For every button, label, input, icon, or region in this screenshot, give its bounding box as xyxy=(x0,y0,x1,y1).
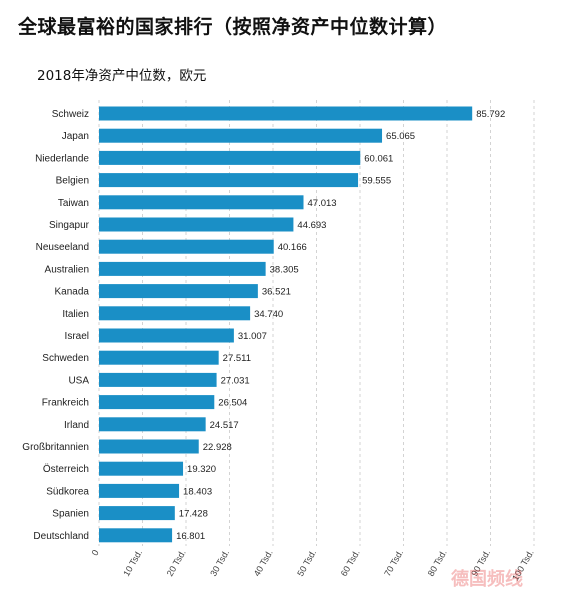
bar xyxy=(99,306,251,321)
category-label: Japan xyxy=(62,131,89,142)
category-label: Italien xyxy=(62,309,89,320)
category-label: Israel xyxy=(65,331,89,342)
value-label: 18.403 xyxy=(183,486,212,497)
value-label: 19.320 xyxy=(187,464,216,475)
value-label: 65.065 xyxy=(386,131,415,142)
x-tick-label: 10 Tsd. xyxy=(121,548,144,578)
value-label: 16.801 xyxy=(176,531,205,542)
category-label: Singapur xyxy=(49,220,90,231)
bar xyxy=(99,261,266,276)
bar xyxy=(99,173,359,188)
value-label: 24.517 xyxy=(210,420,239,431)
x-tick-label: 70 Tsd. xyxy=(382,548,405,578)
value-label: 85.792 xyxy=(476,109,505,120)
bar xyxy=(99,106,473,121)
value-label: 38.305 xyxy=(270,264,299,275)
bar xyxy=(99,417,206,432)
bar xyxy=(99,328,234,343)
bar xyxy=(99,372,217,387)
category-label: Schweiz xyxy=(52,109,89,120)
category-label: Spanien xyxy=(52,509,89,520)
category-label: Deutschland xyxy=(33,531,89,542)
category-label: Niederlande xyxy=(35,153,89,164)
bar xyxy=(99,395,215,410)
bar-layer: Schweiz 85.792 Japan 65.065 Niederlande 60.06… xyxy=(22,106,505,543)
bar xyxy=(99,195,304,210)
bar xyxy=(99,128,383,143)
value-label: 59.555 xyxy=(362,176,391,187)
category-label: Irland xyxy=(64,420,89,431)
chart-title: 全球最富裕的国家排行（按照净资产中位数计算） xyxy=(18,16,448,38)
chart-subtitle: 2018年净资产中位数，欧元 xyxy=(37,68,207,84)
value-label: 22.928 xyxy=(203,442,232,453)
value-label: 36.521 xyxy=(262,287,291,298)
category-label: USA xyxy=(68,375,89,386)
x-tick-label: 50 Tsd. xyxy=(295,548,318,578)
value-label: 31.007 xyxy=(238,331,267,342)
grid-layer xyxy=(98,100,535,546)
x-tick-label: 60 Tsd. xyxy=(339,548,362,578)
x-tick-label: 40 Tsd. xyxy=(252,548,275,578)
bar xyxy=(99,528,173,543)
value-label: 27.031 xyxy=(221,375,250,386)
value-label: 47.013 xyxy=(308,198,337,209)
bar xyxy=(99,439,199,454)
x-tick-label: 80 Tsd. xyxy=(426,548,449,578)
category-label: Australien xyxy=(45,264,89,275)
bar xyxy=(99,461,184,476)
category-label: Südkorea xyxy=(46,486,89,497)
bar xyxy=(99,350,219,365)
value-label: 60.061 xyxy=(364,153,393,164)
bar xyxy=(99,150,361,165)
category-label: Kanada xyxy=(55,287,90,298)
x-tick-label: 0 xyxy=(90,548,101,557)
value-label: 34.740 xyxy=(254,309,283,320)
bar xyxy=(99,483,180,498)
value-label: 17.428 xyxy=(179,509,208,520)
x-tick-label: 30 Tsd. xyxy=(208,548,231,578)
x-tick-label: 20 Tsd. xyxy=(165,548,188,578)
category-label: Österreich xyxy=(43,463,89,475)
value-label: 44.693 xyxy=(297,220,326,231)
category-label: Neuseeland xyxy=(36,242,89,253)
bar xyxy=(99,284,258,299)
bar xyxy=(99,239,274,254)
value-label: 40.166 xyxy=(278,242,307,253)
bar xyxy=(99,217,294,232)
watermark-logo: 德国频线 xyxy=(451,569,523,590)
bar xyxy=(99,506,175,521)
category-label: Großbritannien xyxy=(22,442,89,453)
category-label: Schweden xyxy=(42,353,89,364)
category-label: Taiwan xyxy=(58,198,89,209)
value-label: 27.511 xyxy=(223,353,251,364)
value-label: 26.504 xyxy=(218,398,247,409)
category-label: Belgien xyxy=(56,176,89,187)
category-label: Frankreich xyxy=(42,398,89,409)
